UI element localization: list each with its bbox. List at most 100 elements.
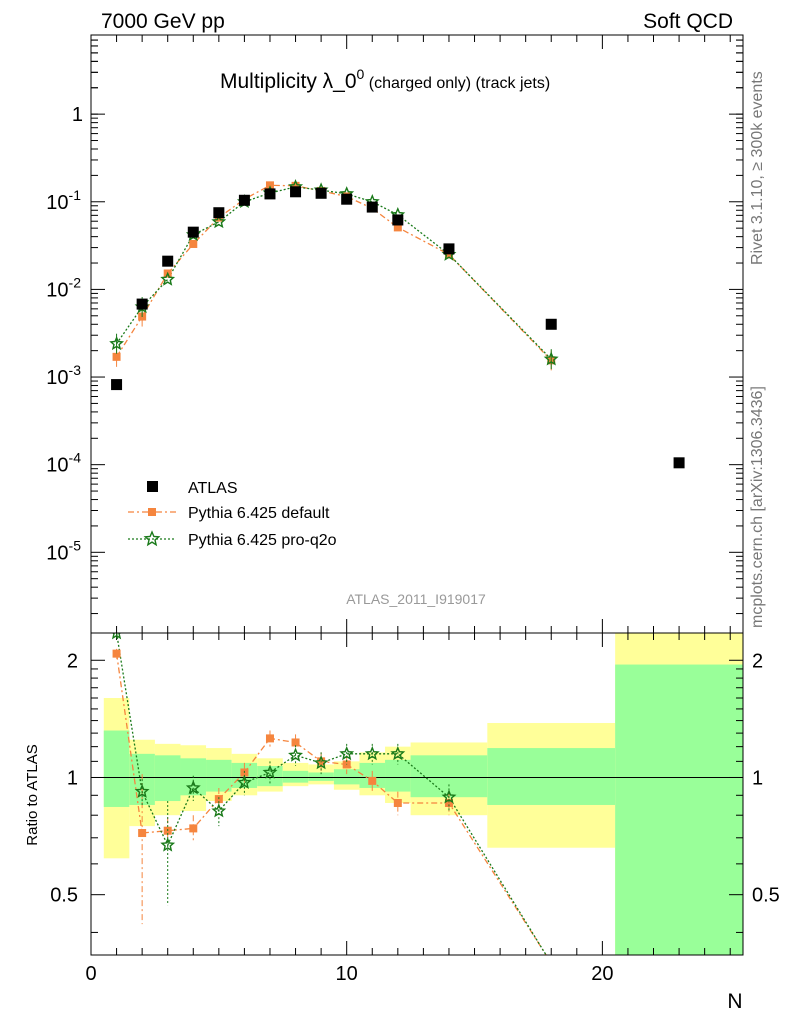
atlas-point (673, 457, 685, 469)
tick-exponent: -4 (69, 450, 82, 466)
ratio-ytick-label-right: 1 (752, 767, 763, 789)
proq2o-line (116, 186, 552, 360)
ratio-proq2o-point (160, 837, 176, 852)
x-tick-label: 0 (85, 963, 96, 985)
ratio-default-point (265, 734, 274, 743)
ratio-proq2o-point (364, 745, 380, 761)
ratio-ylabel: Ratio to ATLAS (24, 744, 41, 845)
atlas-point (341, 193, 353, 205)
header-left: 7000 GeV pp (101, 10, 225, 33)
atlas-point (187, 226, 199, 238)
tick-exponent: -1 (69, 187, 82, 203)
rivet-label: Rivet 3.1.10, ≥ 300k events (749, 71, 766, 265)
tick-base: 10 (46, 279, 68, 301)
band-inner-14 (615, 664, 743, 955)
ratio-default-point (112, 649, 121, 658)
tick-labels: 10-510-410-310-210-110 10 200.5 0.51 12 2 (46, 104, 780, 985)
tick-exponent: -3 (69, 362, 82, 378)
ratio-ytick-label-left: 1 (67, 767, 78, 789)
ratio-proq2o-point (185, 780, 201, 795)
ratio-ytick-label-left: 0.5 (50, 885, 78, 907)
ratio-ytick-label-right: 0.5 (752, 885, 780, 907)
ratio-default-point (393, 798, 402, 807)
atlas-point (111, 379, 123, 391)
tick-exponent: -2 (69, 274, 82, 290)
tick-base: 10 (46, 542, 68, 564)
plot-title-main: Multiplicity λ_0 (220, 70, 357, 93)
ratio-default-point (291, 738, 300, 747)
atlas-point (290, 186, 302, 198)
tick-base: 10 (46, 455, 68, 477)
default-point (291, 181, 300, 190)
atlas-point (136, 298, 148, 310)
proq2o-point (109, 335, 125, 351)
ratio-default-point (368, 776, 377, 785)
ratio-proq2o-point (313, 755, 329, 770)
atlas-point (443, 243, 455, 255)
proq2o-point (160, 271, 176, 286)
main-series (109, 179, 685, 469)
atlas-point (366, 201, 378, 213)
plot-title-sub: (charged only) (track jets) (364, 75, 550, 92)
ratio-series-clipped (111, 633, 547, 955)
atlas-point (213, 207, 225, 219)
legend-default-marker (148, 508, 156, 516)
ratio-bands (91, 633, 743, 955)
plot-title: Multiplicity λ_00 (charged only) (track … (220, 66, 550, 93)
default-point (444, 250, 453, 259)
band-inner-13 (487, 748, 616, 805)
ratio-default-point (138, 829, 147, 838)
legend-default-label: Pythia 6.425 default (188, 505, 330, 522)
ratio-proq2o-point (111, 633, 122, 640)
main-ytick-label: 1 (72, 104, 83, 126)
plot-title-sup: 0 (357, 66, 365, 82)
ratio-series (111, 633, 547, 955)
ratio-ytick-label-right: 2 (752, 650, 763, 672)
ratio-proq2o-point (288, 747, 304, 762)
band-inner-11 (385, 759, 411, 792)
header-right: Soft QCD (643, 10, 733, 33)
default-point (112, 352, 121, 361)
legend-proq2o-marker (143, 530, 161, 547)
main-ytick-label: 10-5 (46, 537, 81, 564)
band-inner-8 (308, 772, 334, 781)
default-point (393, 223, 402, 232)
ratio-default-point (444, 798, 453, 807)
atlas-point (162, 255, 174, 267)
mcplots-label: mcplots.cern.ch [arXiv:1306.3436] (749, 386, 766, 628)
band-inner-4 (206, 759, 232, 792)
ratio-proq2o-point (441, 789, 457, 804)
default-point (189, 239, 198, 248)
atlas-point (392, 214, 404, 226)
tick-exponent: -5 (69, 537, 82, 553)
ratio-proq2o-point (339, 745, 355, 761)
default-line (116, 184, 552, 361)
x-tick-label: 10 (336, 963, 358, 985)
x-axis-label: N (727, 990, 742, 1013)
proq2o-point (543, 351, 559, 366)
main-ytick-label: 10-1 (46, 187, 81, 214)
atlas-point (315, 187, 327, 199)
legend-atlas-marker (147, 481, 158, 492)
ratio-proq2o-point (237, 774, 252, 789)
legend: ATLAS Pythia 6.425 default Pythia 6.425 … (128, 480, 337, 549)
tick-base: 10 (46, 192, 68, 214)
ratio-proq2o-point (262, 764, 278, 779)
ratio-proq2o-point (134, 783, 150, 798)
band-inner-7 (282, 770, 309, 783)
band-inner-6 (257, 766, 283, 787)
legend-proq2o-label: Pythia 6.425 pro-q2o (188, 532, 337, 549)
band-inner-0 (103, 730, 130, 807)
main-ytick-label: 10-4 (46, 450, 81, 477)
atlas-point (545, 318, 557, 330)
atlas-point (238, 194, 250, 206)
x-tick-label: 20 (591, 963, 613, 985)
ratio-proq2o-point (211, 803, 227, 818)
proq2o-point (211, 214, 227, 229)
band-inner-9 (333, 769, 360, 785)
ratio-default-point (189, 824, 198, 833)
ratio-ytick-label-left: 2 (67, 650, 78, 672)
main-ytick-label: 10-2 (46, 274, 81, 301)
ratio-default-line (115, 653, 547, 955)
